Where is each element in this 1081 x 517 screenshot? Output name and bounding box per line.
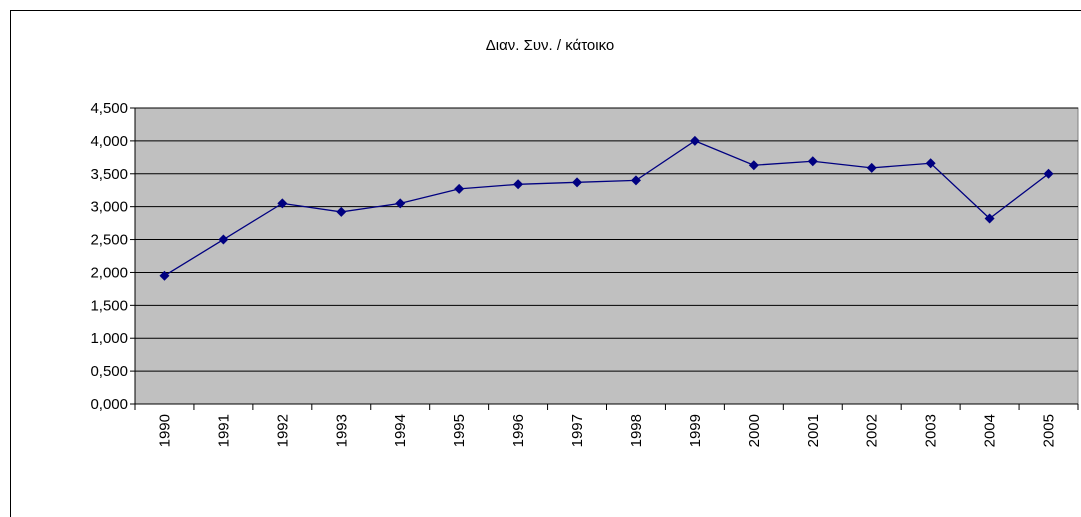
data-point (336, 206, 347, 217)
y-tick-label: 1,000 (90, 330, 128, 347)
x-tick-label: 1996 (510, 414, 527, 447)
x-tick-label: 1994 (392, 414, 409, 447)
x-tick-label: 2003 (923, 414, 940, 447)
data-point (689, 135, 700, 146)
chart-title: Διαν. Συν. / κάτοικο (486, 37, 615, 54)
x-tick-label: 1995 (451, 414, 468, 447)
x-tick-label: 1993 (333, 414, 350, 447)
y-tick-label: 3,000 (90, 199, 128, 216)
y-tick-label: 0,000 (90, 396, 128, 413)
x-tick-label: 1997 (569, 414, 586, 447)
y-tick-label: 3,500 (90, 166, 128, 183)
x-tick-label: 2004 (982, 414, 999, 447)
x-tick-label: 2002 (864, 414, 881, 447)
y-tick-label: 2,500 (90, 232, 128, 249)
data-point (748, 160, 759, 171)
data-point (513, 179, 524, 190)
series-line (164, 140, 1049, 277)
x-tick-label: 2000 (746, 414, 763, 447)
x-tick-label: 1991 (215, 414, 232, 447)
x-tick-label: 2005 (1041, 414, 1058, 447)
data-point (572, 177, 583, 188)
data-point (454, 183, 465, 194)
data-point (395, 198, 406, 209)
y-tick-label: 4,000 (90, 133, 128, 150)
x-tick-label: 1990 (156, 414, 173, 447)
y-tick-label: 2,000 (90, 264, 128, 281)
data-point (866, 162, 877, 173)
data-point (807, 156, 818, 167)
x-tick-label: 2001 (805, 414, 822, 447)
data-point (277, 198, 288, 209)
data-point (1043, 168, 1054, 179)
y-tick-label: 4,500 (90, 100, 128, 117)
plot-area (134, 107, 1079, 405)
data-point (159, 270, 170, 281)
y-tick-label: 1,500 (90, 297, 128, 314)
x-tick-label: 1998 (628, 414, 645, 447)
x-tick-label: 1992 (274, 414, 291, 447)
x-tick-label: 1999 (687, 414, 704, 447)
data-point (630, 175, 641, 186)
data-point (925, 158, 936, 169)
data-point (218, 234, 229, 245)
y-tick-label: 0,500 (90, 363, 128, 380)
data-point (984, 213, 995, 224)
